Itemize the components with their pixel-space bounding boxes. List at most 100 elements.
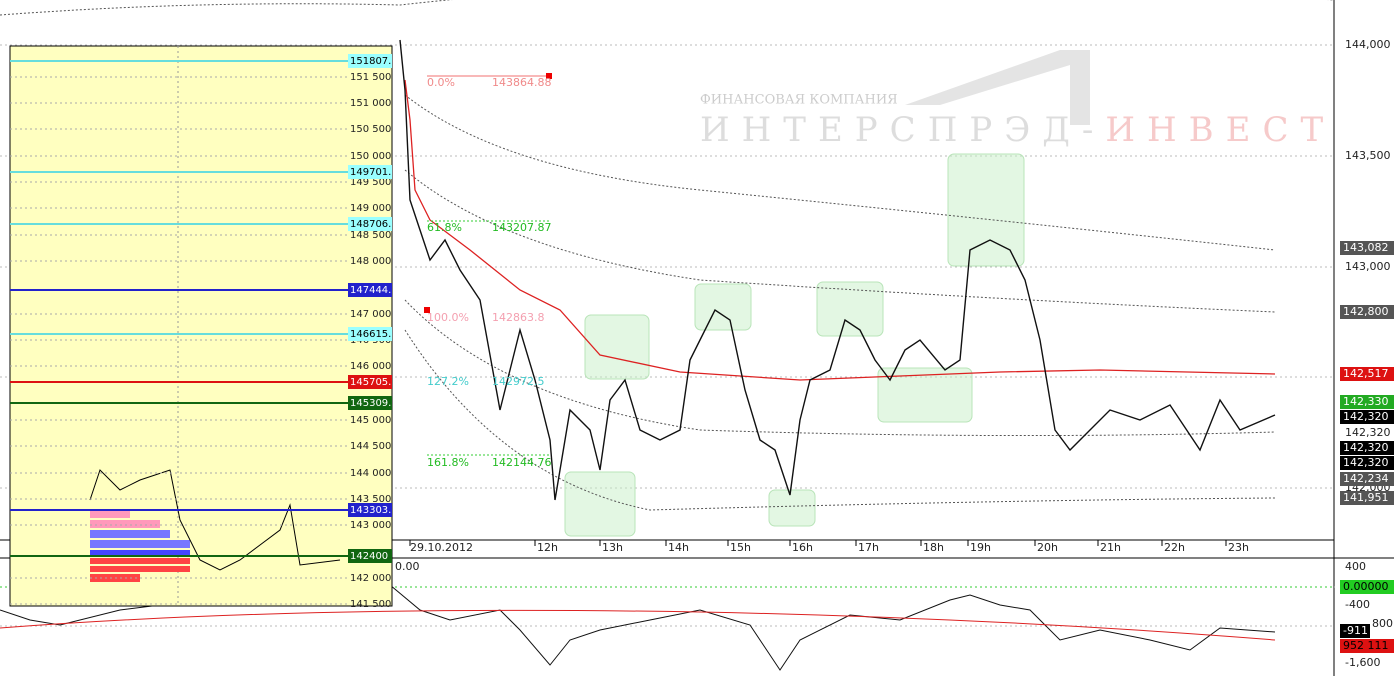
watermark-part: ИНТЕРСПРЭД- (700, 110, 1105, 150)
price-tag-bg (1340, 456, 1394, 470)
inset-tick: 150 500 (350, 124, 391, 135)
channel-lines (0, 0, 1334, 511)
time-label: 15h (730, 541, 751, 554)
fib-anchor (424, 307, 430, 313)
indicator-value: 0.00 (395, 560, 420, 573)
inset-tag-bg (348, 283, 392, 297)
inset-tick: 141 500 (350, 599, 391, 610)
inset-tag-bg (348, 327, 392, 341)
indicator-tick: -400 (1345, 598, 1370, 611)
price-tag-bg (1340, 472, 1394, 486)
price-tag: 142,800 (1343, 305, 1389, 318)
watermark-company: ФИНАНСОВАЯ КОМПАНИЯ (700, 93, 898, 108)
inset-tag: 145309. (350, 398, 391, 409)
inset-tick: 143 000 (350, 520, 391, 531)
fib-price: 142972.5 (492, 375, 545, 388)
y-tick-label: 143,000 (1345, 260, 1391, 273)
time-label: 16h (792, 541, 813, 554)
price-tag: 142,517 (1343, 367, 1389, 380)
price-tag-bg (1340, 241, 1394, 255)
inset-tick: 149 000 (350, 203, 391, 214)
price-tag-bg (1340, 395, 1394, 409)
price-tag: 141,951 (1343, 491, 1389, 504)
indicator-tag: 0.00000 (1343, 580, 1389, 593)
time-label: 17h (858, 541, 879, 554)
fib-price: 142863.8 (492, 311, 545, 324)
fib-level: 161.8% (427, 456, 469, 469)
inset-tick: 144 000 (350, 468, 391, 479)
price-tag-bg (1340, 441, 1394, 455)
inset-tick: 148 500 (350, 230, 391, 241)
price-tag: 142,320 (1343, 410, 1389, 423)
inset-background (9, 45, 393, 607)
grid (0, 44, 1334, 627)
fib-price: 142144.76 (492, 456, 552, 469)
inset-tag: 143303. (350, 505, 391, 516)
inset-tag: 151807. (350, 56, 391, 67)
price-tag: 142,234 (1343, 472, 1389, 485)
time-label: 13h (602, 541, 623, 554)
time-label: 21h (1100, 541, 1121, 554)
inset-tick: 148 000 (350, 256, 391, 267)
indicator-tag-bg (1340, 639, 1394, 653)
inset-tick: 150 000 (350, 151, 391, 162)
inset-tag: 147444. (350, 285, 391, 296)
inset-tick: 144 500 (350, 441, 391, 452)
watermark-name: ИНТЕРСПРЭД-ИНВЕСТ (700, 110, 1335, 150)
time-label: 22h (1164, 541, 1185, 554)
watermark-part: ИНВЕСТ (1105, 110, 1335, 150)
inset-tick: 146 000 (350, 361, 391, 372)
y-tick-label: 143,500 (1345, 149, 1391, 162)
fib-price: 143207.87 (492, 221, 552, 234)
indicator-tag-bg (1340, 580, 1394, 594)
inset-tag: 142400 (350, 551, 388, 562)
price-tag: 142,320 (1343, 456, 1389, 469)
inset-tick: 151 500 (350, 72, 391, 83)
inset-tag-bg (348, 375, 392, 389)
time-label: 19h (970, 541, 991, 554)
price-tag-bg (1340, 491, 1394, 505)
y-tick-label: 144,000 (1345, 38, 1391, 51)
time-label: 20h (1037, 541, 1058, 554)
inset-tag-bg (348, 396, 392, 410)
indicator-tag: 952 111 (1343, 639, 1389, 652)
price-tag: 142,320 (1343, 441, 1389, 454)
indicator-tick: -1,600 (1345, 656, 1380, 669)
inset-tag-bg (348, 54, 392, 68)
indicator-tick: 400 (1345, 560, 1366, 573)
inset-tick: 151 000 (350, 98, 391, 109)
inset-tick: 143 500 (350, 494, 391, 505)
price-tag-bg (1340, 367, 1394, 381)
inset-tag: 149701. (350, 167, 391, 178)
fib-anchor (546, 73, 552, 79)
price-series (399, 39, 1276, 501)
inset-panel: 151 500 151 000 150 500 150 000 149 500 149 0… (9, 45, 393, 610)
inset-tag-bg (348, 503, 392, 517)
inset-tick: 149 500 (350, 177, 391, 188)
inset-tag-bg (348, 217, 392, 231)
inset-tag: 145705. (350, 377, 391, 388)
moving-average (404, 79, 1276, 381)
inset-tick: 147 000 (350, 309, 391, 320)
fib-level: 0.0% (427, 76, 455, 89)
highlight-zones (564, 153, 1025, 537)
time-label: 12h (537, 541, 558, 554)
indicator-tag: -911 (1343, 624, 1368, 637)
price-tag-bg (1340, 305, 1394, 319)
price-tag: 143,082 (1343, 241, 1389, 254)
inset-tag: 146615. (350, 329, 391, 340)
time-label: 29.10.2012 (410, 541, 473, 554)
inset-tick: 145 000 (350, 415, 391, 426)
time-label: 18h (923, 541, 944, 554)
inset-tag: 148706. (350, 219, 391, 230)
oscillator-signal (0, 609, 1276, 641)
inset-tag-bg (348, 165, 392, 179)
time-label: 14h (668, 541, 689, 554)
fib-level: 127.2% (427, 375, 469, 388)
indicator-tag-bg (1340, 624, 1370, 638)
fib-price: 143864.88 (492, 76, 552, 89)
indicator-tick: 800 (1372, 617, 1393, 630)
inset-tag-bg (348, 549, 392, 563)
fib-level: 100.0% (427, 311, 469, 324)
